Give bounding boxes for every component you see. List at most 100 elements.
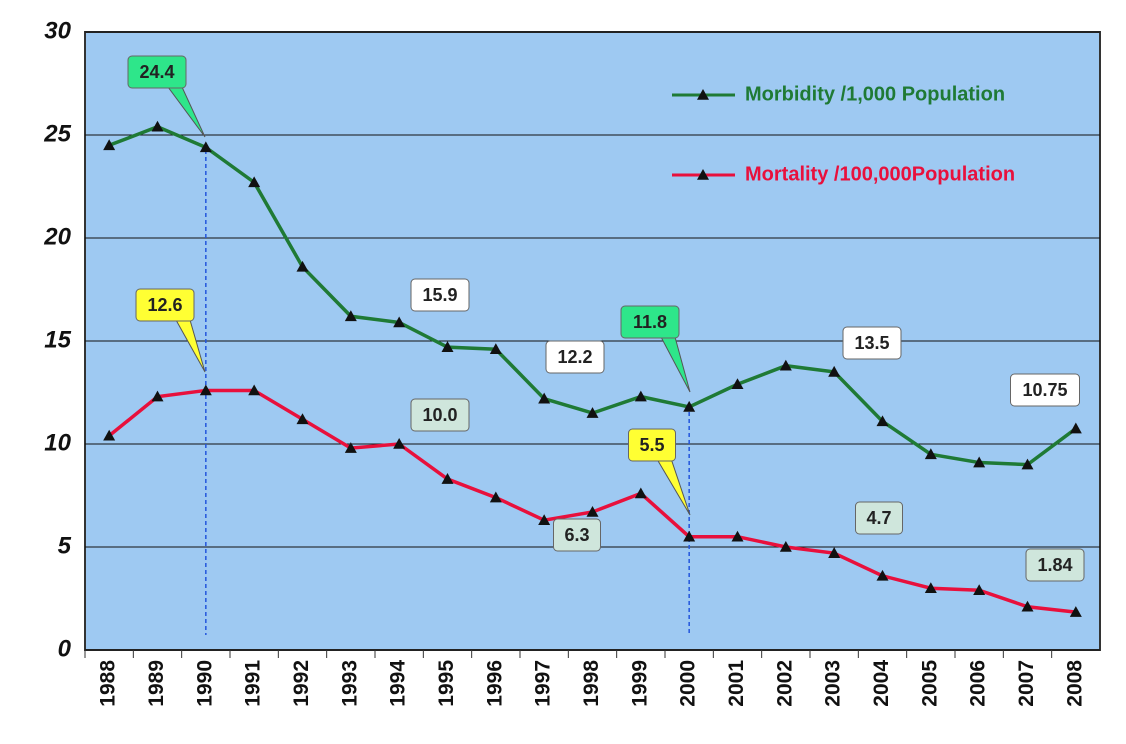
y-tick-label: 30 xyxy=(44,17,71,44)
point-marker xyxy=(538,514,551,526)
y-tick-label: 25 xyxy=(43,120,71,147)
x-tick-label: 1989 xyxy=(145,660,168,707)
point-marker xyxy=(586,407,599,418)
point-marker xyxy=(489,343,502,355)
legend-label: Mortality /100,000Population xyxy=(745,163,1015,185)
label-box xyxy=(127,55,187,89)
x-tick-label: 1994 xyxy=(387,660,410,707)
data-label: 6.3 xyxy=(564,525,589,545)
x-tick-label: 1995 xyxy=(435,660,458,707)
label-box xyxy=(135,288,195,322)
point-marker xyxy=(683,530,696,542)
data-label: 13.5 xyxy=(854,333,889,353)
point-marker xyxy=(1069,422,1082,434)
point-marker xyxy=(683,400,696,412)
point-marker xyxy=(876,569,889,581)
data-label: 10.0 xyxy=(422,405,457,425)
data-label: 1.84 xyxy=(1037,555,1072,575)
legend-marker xyxy=(697,169,709,180)
point-marker xyxy=(393,438,406,449)
label-box xyxy=(545,340,605,374)
point-marker xyxy=(779,359,792,371)
point-marker xyxy=(441,473,454,484)
point-marker xyxy=(296,260,309,272)
data-label: 11.8 xyxy=(633,312,667,332)
data-label: 15.9 xyxy=(422,285,457,305)
x-tick-label: 1993 xyxy=(338,660,361,707)
label-box xyxy=(1010,373,1080,407)
label-box xyxy=(410,278,470,312)
y-tick-label: 15 xyxy=(44,326,71,353)
data-label: 5.5 xyxy=(639,435,664,455)
point-marker xyxy=(344,442,357,453)
point-marker xyxy=(103,139,116,151)
y-tick-label: 20 xyxy=(43,223,71,250)
data-label: 12.2 xyxy=(557,347,592,367)
point-marker xyxy=(248,176,261,188)
point-marker xyxy=(103,429,116,441)
x-tick-label: 2003 xyxy=(822,660,845,707)
point-marker xyxy=(1021,458,1034,470)
y-tick-label: 0 xyxy=(58,635,72,662)
point-marker xyxy=(1021,600,1034,612)
point-marker xyxy=(876,415,889,427)
point-marker xyxy=(199,141,212,153)
point-marker xyxy=(489,491,502,503)
point-marker xyxy=(828,365,841,377)
point-marker xyxy=(344,310,357,322)
label-box xyxy=(855,501,903,535)
x-tick-label: 2007 xyxy=(1015,660,1038,707)
x-tick-label: 1999 xyxy=(628,660,651,707)
point-marker xyxy=(199,384,212,396)
data-label: 10.75 xyxy=(1022,380,1067,400)
legend-label: Morbidity /1,000 Population xyxy=(745,83,1005,105)
point-marker xyxy=(973,456,986,468)
point-marker xyxy=(1069,606,1082,617)
x-tick-label: 2001 xyxy=(725,660,748,707)
point-marker xyxy=(151,390,164,402)
x-tick-label: 2000 xyxy=(677,660,700,707)
point-marker xyxy=(296,413,309,425)
x-tick-label: 1998 xyxy=(580,660,603,707)
x-tick-label: 2006 xyxy=(967,660,990,707)
point-marker xyxy=(779,541,792,552)
x-tick-label: 1988 xyxy=(97,660,120,707)
label-box xyxy=(553,518,601,552)
point-marker xyxy=(248,384,261,396)
label-box xyxy=(620,305,680,339)
point-marker xyxy=(586,505,599,517)
data-label: 24.4 xyxy=(139,62,174,82)
label-box xyxy=(410,398,470,432)
x-tick-label: 2008 xyxy=(1063,660,1086,707)
x-tick-label: 1992 xyxy=(290,660,313,707)
label-box xyxy=(628,428,676,462)
y-tick-label: 10 xyxy=(44,429,71,456)
x-tick-label: 1990 xyxy=(193,660,216,707)
x-tick-label: 1996 xyxy=(483,660,506,707)
point-marker xyxy=(731,530,744,542)
point-marker xyxy=(151,120,164,132)
label-box xyxy=(842,326,902,360)
label-box xyxy=(1025,548,1085,582)
point-marker xyxy=(973,584,986,596)
point-marker xyxy=(731,378,744,390)
point-marker xyxy=(538,392,551,404)
point-marker xyxy=(828,547,841,558)
point-marker xyxy=(924,582,937,593)
x-tick-label: 2005 xyxy=(918,660,941,707)
x-tick-label: 1991 xyxy=(242,660,265,707)
y-tick-label: 5 xyxy=(58,532,72,559)
point-marker xyxy=(634,487,647,499)
data-label: 12.6 xyxy=(147,295,182,315)
point-marker xyxy=(634,390,647,402)
x-tick-label: 2002 xyxy=(773,660,796,707)
point-marker xyxy=(393,316,406,328)
x-tick-label: 1997 xyxy=(532,660,555,707)
data-label: 4.7 xyxy=(866,508,891,528)
legend-marker xyxy=(697,89,709,100)
x-tick-label: 2004 xyxy=(870,660,893,707)
point-marker xyxy=(441,341,454,352)
point-marker xyxy=(924,448,937,460)
